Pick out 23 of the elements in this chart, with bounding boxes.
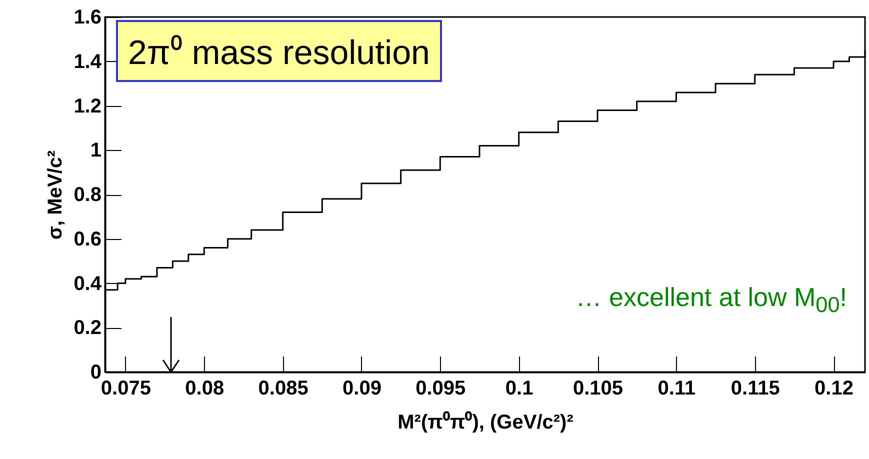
y-axis-title: σ, MeV/c² bbox=[44, 150, 67, 240]
y-tick-label: 1 bbox=[90, 140, 102, 162]
y-tick-label: 0.2 bbox=[74, 317, 102, 340]
x-tick-label: 0.08 bbox=[185, 378, 224, 400]
y-tick-label: 0.8 bbox=[74, 184, 102, 206]
x-tick-label: 0.115 bbox=[730, 378, 780, 400]
x-tick-label: 0.105 bbox=[572, 378, 624, 400]
x-tick-label: 0.09 bbox=[342, 378, 382, 400]
y-tick-label: 1.2 bbox=[74, 95, 102, 118]
y-tick-label: 0 bbox=[90, 362, 102, 384]
x-tick-label: 0.1 bbox=[505, 378, 534, 400]
x-tick-label: 0.11 bbox=[658, 378, 696, 400]
x-tick-label: 0.085 bbox=[258, 378, 308, 400]
y-tick-label: 0.6 bbox=[74, 228, 102, 250]
annotation: 2π⁰ mass resolution bbox=[116, 20, 442, 82]
y-tick-label: 0.4 bbox=[74, 272, 102, 295]
x-tick-label: 0.095 bbox=[416, 378, 466, 400]
y-tick-label: 1.4 bbox=[74, 50, 102, 73]
y-tick-label: 1.6 bbox=[74, 6, 102, 28]
x-tick-label: 0.075 bbox=[100, 378, 151, 400]
annotation: … excellent at low M$_{00}$! bbox=[576, 282, 847, 318]
x-tick-label: 0.12 bbox=[814, 378, 854, 400]
x-axis-title: M²(π⁰π⁰), (GeV/c²)² bbox=[398, 410, 574, 434]
